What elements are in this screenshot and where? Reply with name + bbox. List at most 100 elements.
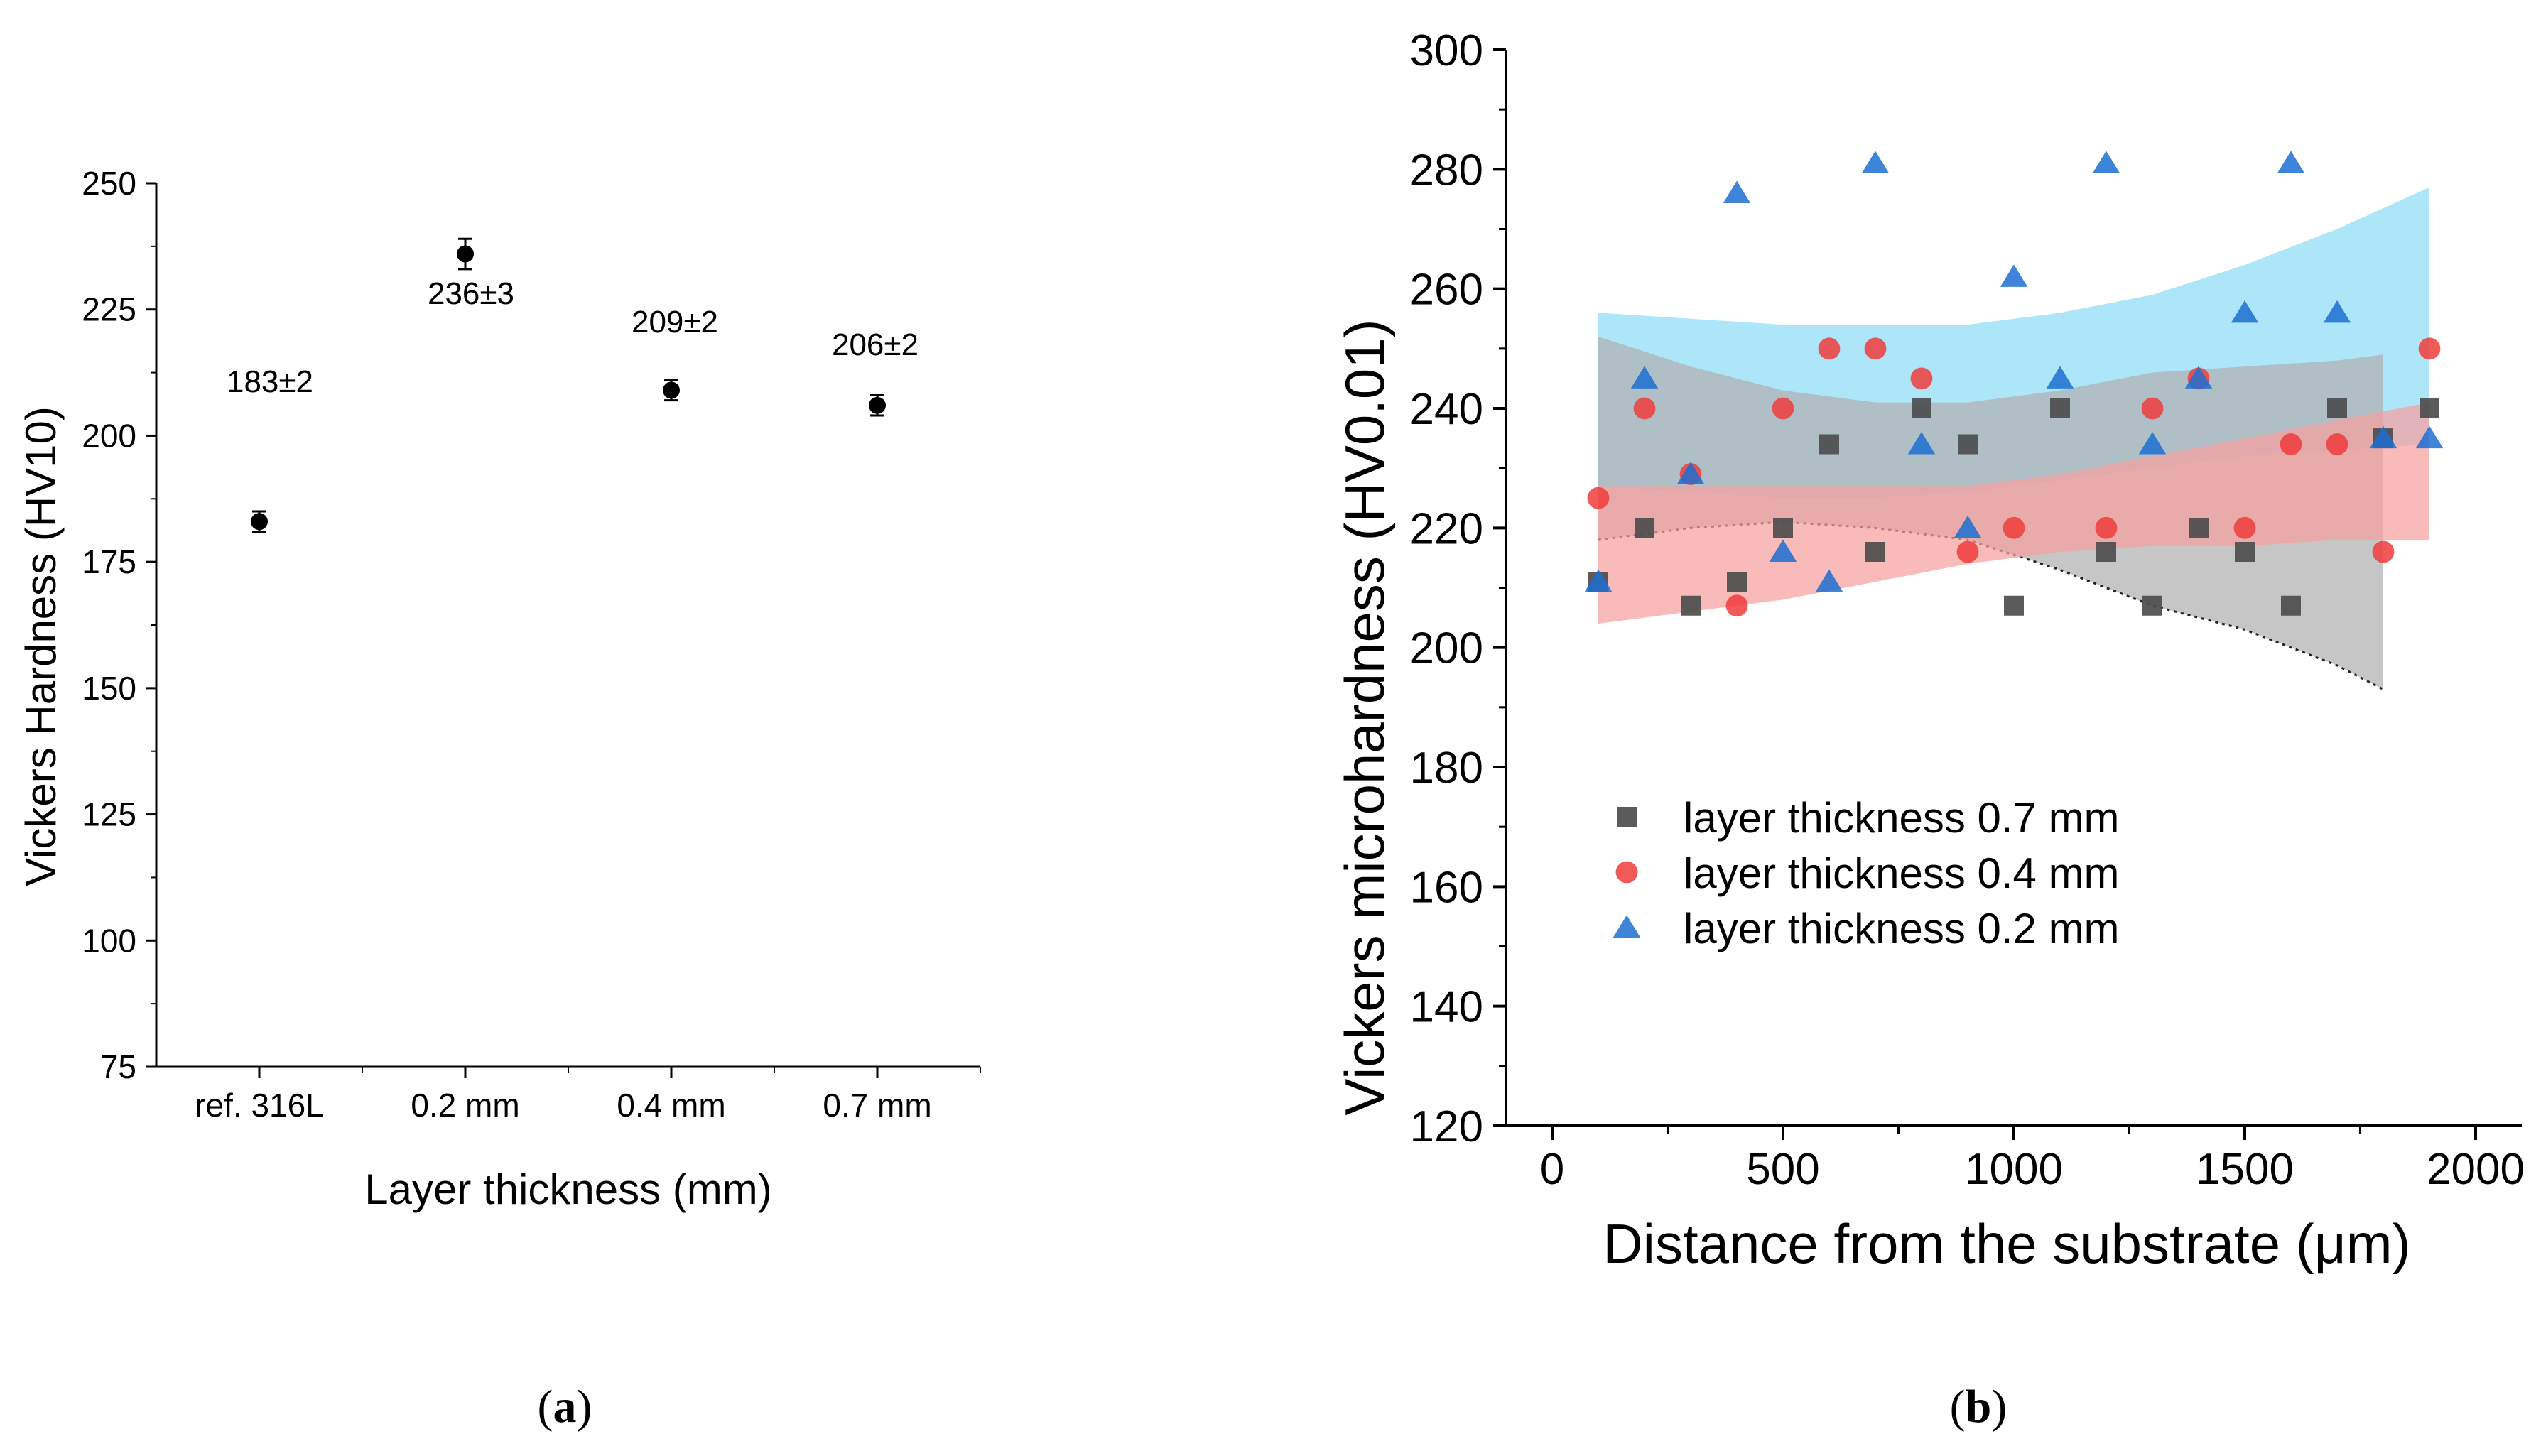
panel-b-y-tick-label: 160 xyxy=(1410,863,1483,912)
panel-b-point-circle xyxy=(2326,433,2348,455)
panel-b-point-circle xyxy=(1587,487,1610,509)
panel-b-point-triangle xyxy=(1815,569,1843,592)
panel-b-point-circle xyxy=(1864,337,1887,360)
panel-b-point-circle xyxy=(1910,367,1933,390)
panel-b-point-triangle xyxy=(1907,432,1936,455)
panel-b-y-tick-label: 300 xyxy=(1410,26,1483,75)
panel-b-point-square xyxy=(1958,434,1978,455)
panel-b-y-axis-title: Vickers microhardness (HV0.01) xyxy=(1333,319,1396,1115)
panel-b-point-square xyxy=(2327,398,2347,418)
panel-b-point-square xyxy=(2281,595,2301,616)
panel-b-point-square xyxy=(2050,398,2070,418)
panel-b-point-circle xyxy=(2280,433,2302,455)
panel-a-x-tick-label: 0.4 mm xyxy=(617,1087,725,1124)
panel-b-marks xyxy=(1584,151,2444,617)
panel-b-point-triangle xyxy=(1769,539,1797,562)
panel-b-point-circle xyxy=(2372,540,2395,563)
panel-a-data-point xyxy=(869,396,886,414)
panel-b-point-triangle xyxy=(2046,366,2074,389)
panel-b-y-tick-label: 260 xyxy=(1410,266,1483,315)
panel-a-x-tick-label: ref. 316L xyxy=(195,1087,324,1124)
panel-b-point-circle xyxy=(1772,397,1794,420)
panel-b-axes: 120 140 160 180 200 220 240 260 280 300 0 500 1000 15… xyxy=(1410,26,2525,1194)
panel-b-point-triangle xyxy=(2277,151,2305,173)
panel-b-point-triangle xyxy=(1954,515,1982,538)
panel-b-x-tick-label: 2000 xyxy=(2427,1145,2525,1194)
panel-b-point-square xyxy=(1819,434,1839,455)
panel-b-x-tick-label: 0 xyxy=(1540,1145,1564,1194)
panel-b-band-1 xyxy=(1598,402,2429,624)
panel-a-data-label: 209±2 xyxy=(632,305,718,339)
panel-b-y-tick-label: 220 xyxy=(1410,504,1483,553)
panel-b-point-circle xyxy=(2418,337,2441,360)
panel-b-point-square xyxy=(2004,595,2024,616)
panel-b-point-triangle xyxy=(1861,151,1890,173)
panel-a-marks: 183±2 236±3 209±2 206±2 xyxy=(227,237,919,533)
panel-b-legend-label: layer thickness 0.4 mm xyxy=(1684,849,2120,897)
panel-a-y-axis-title: Vickers Hardness (HV10) xyxy=(17,406,65,886)
panel-b-point-circle xyxy=(1818,337,1841,360)
panel-b-point-triangle xyxy=(2184,366,2213,389)
panel-b-x-tick-label: 1500 xyxy=(2196,1145,2294,1194)
panel-b-legend-label: layer thickness 0.2 mm xyxy=(1684,905,2120,952)
panel-b-point-triangle xyxy=(2092,151,2120,173)
panel-a-chart: 75 100 125 150 175 200 225 250 ref. 316L 0.2 mm 0.… xyxy=(17,165,981,1213)
panel-a-data-point xyxy=(251,513,268,531)
panel-b-legend-label: layer thickness 0.7 mm xyxy=(1684,794,2120,842)
panel-b-x-axis-title: Distance from the substrate (μm) xyxy=(1603,1212,2410,1275)
panel-b-point-triangle xyxy=(1723,180,1751,203)
panel-b-point-triangle xyxy=(2138,432,2167,455)
panel-a-y-tick-label: 225 xyxy=(82,291,136,328)
panel-b-point-triangle xyxy=(1676,462,1705,484)
panel-a-data-point xyxy=(663,381,680,399)
panel-b-point-triangle xyxy=(2231,300,2259,323)
panel-b-point-square xyxy=(1681,595,1701,616)
panel-b-point-circle xyxy=(2141,397,2164,420)
panel-b-point-square xyxy=(1865,542,1885,562)
panel-a-x-axis-title: Layer thickness (mm) xyxy=(364,1166,771,1213)
panel-a-y-tick-label: 250 xyxy=(82,165,136,202)
panel-a-y-tick-label: 175 xyxy=(82,543,136,580)
panel-b-label: (b) xyxy=(1950,1381,2007,1433)
panel-b-point-triangle xyxy=(2323,300,2351,323)
panel-b-x-tick-label: 1000 xyxy=(1965,1145,2063,1194)
panel-b-point-square xyxy=(2420,398,2439,418)
panel-a-y-tick-label: 125 xyxy=(82,796,136,833)
panel-b-y-tick-label: 240 xyxy=(1410,385,1483,434)
panel-b-point-square xyxy=(1635,518,1654,538)
panel-a-axes: 75 100 125 150 175 200 225 250 ref. 316L 0.2 mm 0.… xyxy=(82,165,981,1124)
panel-b-y-tick-label: 200 xyxy=(1410,624,1483,673)
panel-b-point-triangle xyxy=(1630,366,1659,389)
panel-b-point-circle xyxy=(1956,540,1979,563)
panel-b-point-circle xyxy=(2003,516,2025,539)
panel-b-point-square xyxy=(2189,518,2209,538)
panel-a-y-tick-label: 150 xyxy=(82,670,136,707)
panel-b-confidence-bands xyxy=(1598,187,2429,690)
panel-b-point-triangle xyxy=(2000,264,2028,287)
panel-b-y-tick-label: 140 xyxy=(1410,983,1483,1032)
panel-a-label: (a) xyxy=(538,1381,592,1433)
panel-a-data-point xyxy=(457,245,474,263)
panel-b-legend-marker-triangle xyxy=(1613,915,1641,938)
panel-a-data-label: 236±3 xyxy=(428,276,514,311)
panel-b-point-square xyxy=(2142,595,2162,616)
panel-b-y-tick-label: 280 xyxy=(1410,146,1483,195)
panel-a-y-tick-label: 200 xyxy=(82,417,136,454)
panel-b-point-triangle xyxy=(2415,425,2444,449)
panel-b-y-tick-label: 180 xyxy=(1410,744,1483,793)
panel-b-point-circle xyxy=(2233,516,2256,539)
panel-a-x-tick-label: 0.7 mm xyxy=(823,1087,931,1124)
panel-b-point-circle xyxy=(2095,516,2118,539)
panel-b-point-square xyxy=(1773,518,1793,538)
panel-b-point-circle xyxy=(1725,594,1748,617)
panel-b-point-square xyxy=(1912,398,1931,418)
panel-b-y-tick-label: 120 xyxy=(1410,1102,1483,1151)
panel-b-point-square xyxy=(2235,542,2255,562)
panel-b-point-square xyxy=(2096,542,2116,562)
panel-b-legend-marker-circle xyxy=(1615,861,1638,884)
panel-a-x-tick-label: 0.2 mm xyxy=(411,1087,519,1124)
panel-b-chart: 120 140 160 180 200 220 240 260 280 300 0 500 1000 15… xyxy=(1333,26,2525,1275)
panel-b-legend-marker-square xyxy=(1617,807,1637,827)
panel-a-y-tick-label: 100 xyxy=(82,922,136,959)
